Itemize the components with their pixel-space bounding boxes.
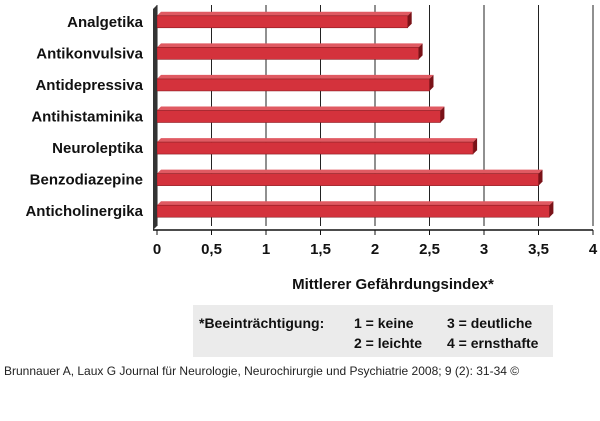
bar-chart: Analgetika Antikonvulsiva Antidepressiva An…: [25, 5, 598, 357]
bar: [156, 169, 543, 186]
x-axis-title: Mittlerer Gefährdungsindex*: [292, 276, 494, 293]
bar: [156, 11, 412, 29]
legend-box: *Beeinträchtigung: 1 = keine 2 = leichte…: [193, 305, 553, 357]
x-tick-label: 2,5: [419, 241, 440, 258]
bar: [156, 74, 434, 92]
x-tick-label: 3: [480, 241, 488, 258]
legend-item: 1 = keine: [354, 315, 414, 331]
category-label: Antidepressiva: [35, 77, 143, 94]
bar: [156, 106, 445, 123]
category-label: Neuroleptika: [52, 140, 144, 157]
category-labels: Analgetika Antikonvulsiva Antidepressiva An…: [25, 14, 143, 220]
category-label: Antihistaminika: [31, 109, 143, 126]
x-tick-label: 3,5: [528, 241, 549, 258]
category-label: Analgetika: [67, 14, 144, 31]
x-tick-label: 1,5: [310, 241, 331, 258]
legend-title: *Beeinträchtigung:: [199, 315, 324, 331]
x-tick-label: 0: [153, 241, 161, 258]
category-label: Anticholinergika: [25, 203, 143, 220]
legend-item: 3 = deutliche: [447, 315, 532, 331]
category-label: Antikonvulsiva: [36, 45, 143, 62]
source-credit: Brunnauer A, Laux G Journal für Neurolog…: [4, 364, 520, 378]
x-tick-label: 0,5: [201, 241, 222, 258]
x-tick-label: 4: [589, 241, 598, 258]
legend-item: 4 = ernsthafte: [447, 335, 539, 351]
bar: [156, 138, 478, 155]
bar: [156, 43, 423, 60]
bar: [156, 201, 554, 218]
bars: [156, 11, 554, 218]
category-label: Benzodiazepine: [30, 172, 143, 189]
x-tick-label: 1: [262, 241, 270, 258]
x-axis: [153, 5, 594, 235]
x-tick-labels: 0 0,5 1 1,5 2 2,5 3 3,5 4: [153, 241, 598, 258]
y-axis-wall: [153, 5, 157, 230]
x-tick-label: 2: [371, 241, 379, 258]
legend-item: 2 = leichte: [354, 335, 422, 351]
